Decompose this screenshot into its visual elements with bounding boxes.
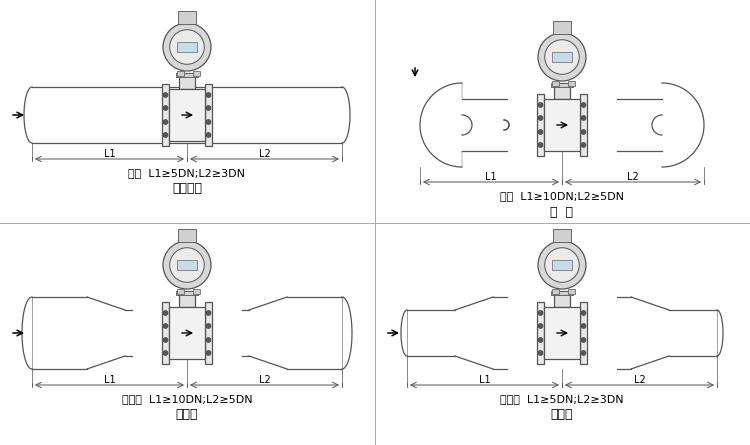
Circle shape (538, 311, 543, 315)
FancyBboxPatch shape (580, 94, 587, 156)
FancyBboxPatch shape (162, 84, 169, 146)
Bar (193, 71, 200, 76)
Circle shape (538, 338, 543, 342)
Text: L1: L1 (478, 375, 490, 385)
Text: 弯管  L1≥10DN;L2≥5DN: 弯管 L1≥10DN;L2≥5DN (500, 191, 624, 201)
Circle shape (538, 351, 543, 355)
Bar (193, 289, 200, 294)
Circle shape (170, 30, 204, 64)
Text: 缩径管: 缩径管 (176, 409, 198, 421)
Text: 弯  管: 弯 管 (550, 206, 574, 218)
Text: 直管  L1≥5DN;L2≥3DN: 直管 L1≥5DN;L2≥3DN (128, 168, 245, 178)
Bar (178, 229, 196, 242)
Circle shape (538, 130, 543, 134)
Bar (553, 21, 571, 34)
Circle shape (581, 130, 586, 134)
Bar (169, 89, 205, 141)
Bar (552, 52, 572, 62)
FancyBboxPatch shape (162, 302, 169, 364)
Bar (178, 11, 196, 24)
Circle shape (206, 351, 211, 355)
Circle shape (544, 40, 579, 74)
Circle shape (164, 311, 168, 315)
Bar (176, 73, 198, 77)
Circle shape (206, 120, 211, 124)
Circle shape (164, 120, 168, 124)
Text: L2: L2 (259, 375, 270, 385)
Text: L1: L1 (485, 172, 496, 182)
Bar (568, 81, 575, 86)
Text: 扩径管: 扩径管 (550, 409, 573, 421)
Circle shape (164, 106, 168, 110)
Circle shape (581, 338, 586, 342)
Circle shape (206, 93, 211, 97)
Bar (553, 229, 571, 242)
Bar (176, 291, 198, 295)
Circle shape (538, 324, 543, 328)
Circle shape (206, 338, 211, 342)
Bar (177, 71, 184, 76)
FancyBboxPatch shape (205, 302, 212, 364)
Text: 水平直管: 水平直管 (172, 182, 202, 195)
Bar (554, 83, 570, 99)
Bar (552, 260, 572, 270)
Circle shape (581, 103, 586, 107)
Text: L2: L2 (259, 149, 270, 159)
Circle shape (206, 324, 211, 328)
FancyBboxPatch shape (537, 302, 544, 364)
Circle shape (164, 324, 168, 328)
Text: 扩径管  L1≥5DN;L2≥3DN: 扩径管 L1≥5DN;L2≥3DN (500, 394, 624, 404)
Bar (551, 83, 573, 87)
Bar (552, 289, 559, 294)
Circle shape (164, 338, 168, 342)
Circle shape (581, 311, 586, 315)
Circle shape (538, 241, 586, 289)
Text: L1: L1 (104, 149, 116, 159)
Bar (554, 291, 570, 307)
Bar (179, 291, 195, 307)
Circle shape (538, 143, 543, 147)
Circle shape (581, 351, 586, 355)
Bar (552, 81, 559, 86)
FancyBboxPatch shape (537, 94, 544, 156)
Circle shape (544, 248, 579, 282)
Bar (544, 99, 580, 151)
Circle shape (581, 116, 586, 120)
FancyBboxPatch shape (580, 302, 587, 364)
Circle shape (164, 133, 168, 137)
Circle shape (581, 324, 586, 328)
Bar (177, 289, 184, 294)
FancyBboxPatch shape (205, 84, 212, 146)
Bar (179, 73, 195, 89)
Circle shape (581, 143, 586, 147)
Bar (568, 289, 575, 294)
Bar (544, 307, 580, 359)
Circle shape (538, 116, 543, 120)
Circle shape (163, 241, 211, 289)
Circle shape (206, 311, 211, 315)
Circle shape (206, 106, 211, 110)
Circle shape (170, 248, 204, 282)
Text: L2: L2 (627, 172, 639, 182)
Bar (177, 260, 197, 270)
Circle shape (538, 33, 586, 81)
Bar (169, 307, 205, 359)
Text: L2: L2 (634, 375, 645, 385)
Circle shape (164, 351, 168, 355)
Text: L1: L1 (104, 375, 116, 385)
Circle shape (163, 23, 211, 71)
Circle shape (538, 103, 543, 107)
Bar (177, 42, 197, 52)
Circle shape (164, 93, 168, 97)
Text: 缩径管  L1≥10DN;L2≥5DN: 缩径管 L1≥10DN;L2≥5DN (122, 394, 252, 404)
Circle shape (206, 133, 211, 137)
Bar (551, 291, 573, 295)
